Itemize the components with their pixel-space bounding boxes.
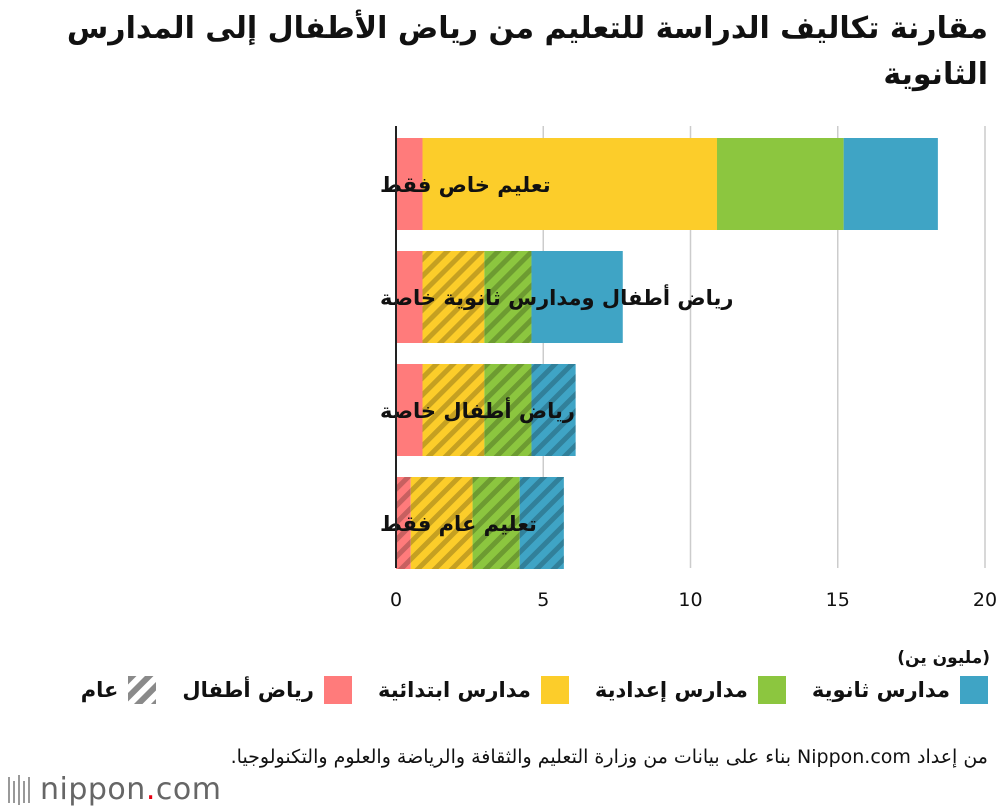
bar-chart: تعليم خاص فقط رياض أطفال ومدارس ثانوية خا… — [380, 126, 997, 611]
bar-high_school — [531, 251, 623, 343]
nippon-logo: nippon.com — [8, 772, 221, 807]
legend-swatch-icon — [323, 676, 352, 704]
bar-hatch-kindergarten — [396, 477, 411, 569]
bar-hatch-high_school — [519, 477, 564, 569]
bar-elementary — [422, 138, 718, 230]
category-label: رياض أطفال ومدارس ثانوية خاصة — [380, 283, 734, 310]
bar-hatch-junior_high — [484, 364, 532, 456]
bar-hatch-junior_high — [484, 251, 532, 343]
legend-swatch-icon — [960, 676, 988, 704]
bar-hatch-elementary — [422, 251, 485, 343]
legend-item-public: عام — [81, 676, 157, 704]
bar-kindergarten — [396, 138, 423, 230]
bar-hatch-high_school — [531, 364, 576, 456]
legend-item-kindergarten: رياض أطفال — [182, 676, 352, 704]
nippon-logo-icon — [8, 774, 30, 805]
bar-hatch-elementary — [410, 477, 473, 569]
bar-kindergarten — [396, 364, 423, 456]
legend-item-junior_high: مدارس إعدادية — [595, 676, 786, 704]
logo-word: nippon — [40, 772, 146, 807]
source-note: من إعداد Nippon.com بناء على بيانات من و… — [230, 746, 988, 768]
nippon-logo-text: nippon.com — [40, 772, 221, 807]
legend-item-high_school: مدارس ثانوية — [812, 676, 988, 704]
legend: مدارس ثانوية مدارس إعدادية مدارس ابتدائية ر… — [8, 676, 988, 704]
category-label: تعليم خاص فقط — [380, 173, 551, 197]
logo-suffix: com — [155, 772, 222, 807]
bar-kindergarten — [396, 251, 423, 343]
logo-dot: . — [145, 772, 156, 807]
bar-hatch-elementary — [422, 364, 485, 456]
legend-swatch-icon — [757, 676, 786, 704]
hatched-swatch-icon — [128, 676, 157, 704]
legend-label: عام — [80, 678, 119, 702]
legend-label: رياض أطفال — [182, 678, 314, 702]
x-tick-label: 0 — [390, 589, 402, 611]
x-tick-label: 20 — [973, 589, 997, 611]
chart-title: مقارنة تكاليف الدراسة للتعليم من رياض ال… — [66, 11, 988, 92]
x-tick-label: 15 — [826, 589, 850, 611]
bar-hatch-junior_high — [472, 477, 520, 569]
legend-item-elementary: مدارس ابتدائية — [378, 676, 569, 704]
bar-high_school — [843, 138, 938, 230]
legend-swatch-icon — [540, 676, 569, 704]
x-tick-label: 10 — [678, 589, 702, 611]
bar-junior_high — [717, 138, 844, 230]
legend-label: مدارس ثانوية — [811, 678, 950, 702]
category-label: رياض أطفال خاصة — [380, 396, 575, 423]
x-tick-label: 5 — [537, 589, 549, 611]
legend-label: مدارس ابتدائية — [377, 678, 531, 702]
legend-label: مدارس إعدادية — [594, 678, 748, 702]
category-label: تعليم عام فقط — [380, 512, 537, 536]
unit-label: (مليون ين) — [897, 648, 990, 668]
